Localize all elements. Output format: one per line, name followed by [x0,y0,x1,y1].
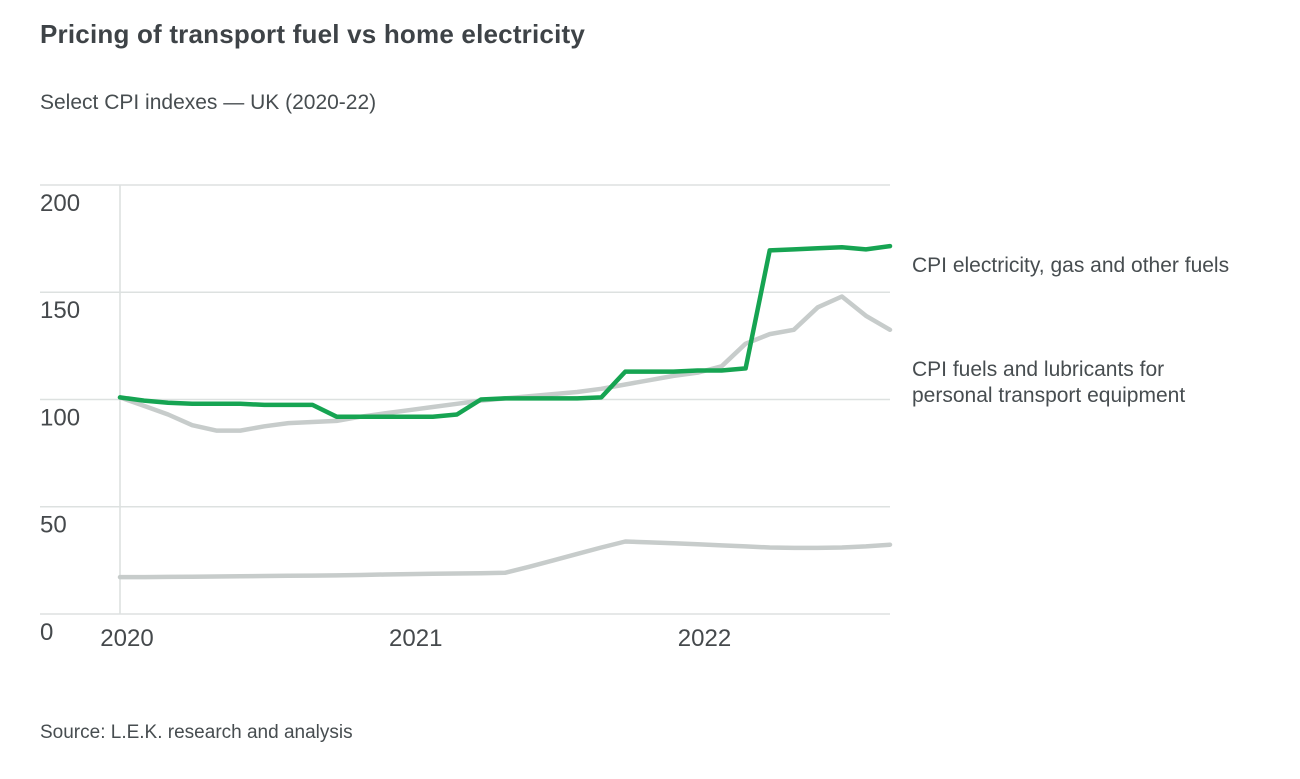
x-tick-label-2021: 2021 [389,625,442,652]
legend-label-electricity: CPI electricity, gas and other fuels [912,254,1230,277]
y-tick-label-50: 50 [40,512,67,539]
y-tick-label-200: 200 [40,190,80,217]
y-tick-label-100: 100 [40,404,80,431]
chart-title: Pricing of transport fuel vs home electr… [40,19,586,49]
legend-label-transport: CPI fuels and lubricants for personal tr… [912,358,1186,407]
source-note: Source: L.E.K. research and analysis [40,722,353,743]
chart-subtitle: Select CPI indexes — UK (2020-22) [40,91,377,114]
x-tick-label-2022: 2022 [678,625,731,652]
series-line-unlabeled-bottom-series [117,539,893,580]
y-tick-label-150: 150 [40,297,80,324]
y-tick-label-0: 0 [40,619,53,646]
series-line-cpi-electricity-gas-and-other-fuels [117,243,893,419]
x-tick-label-2020: 2020 [100,625,153,652]
series-line-cpi-fuels-and-lubricants-for-personal-transport-equipment [117,294,893,433]
